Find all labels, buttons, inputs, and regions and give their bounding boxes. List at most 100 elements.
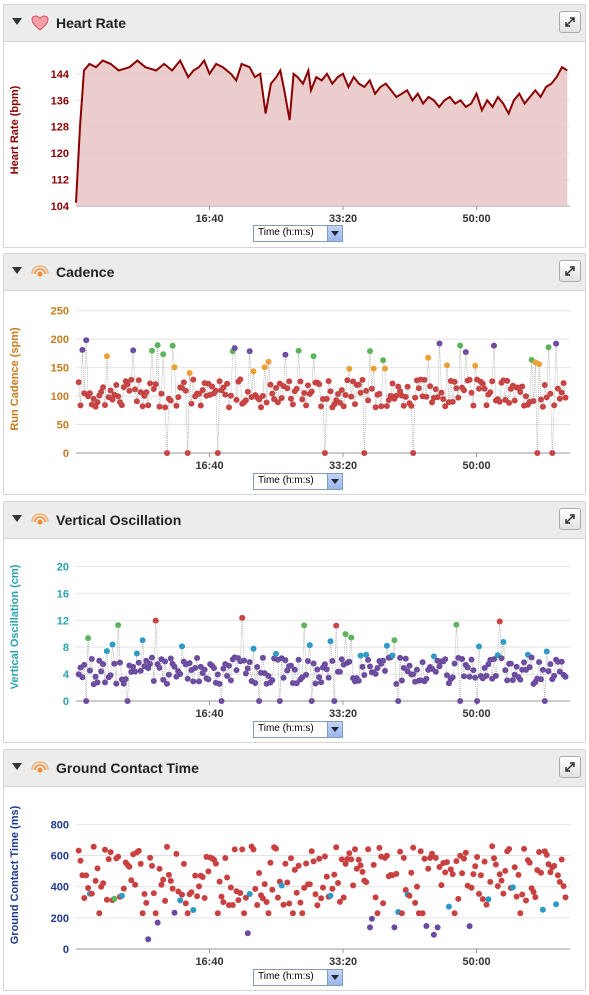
panel-title: Ground Contact Time	[56, 760, 199, 776]
data-point	[547, 869, 553, 875]
data-point	[185, 910, 191, 916]
x-axis-selector[interactable]: Time (h:m:s)	[253, 969, 343, 986]
data-point	[241, 910, 247, 916]
collapse-arrow-icon[interactable]	[12, 267, 22, 274]
connector	[116, 625, 118, 683]
data-point	[333, 844, 339, 850]
data-point	[399, 910, 405, 916]
data-point	[245, 930, 251, 936]
data-point	[401, 855, 407, 861]
data-point	[111, 896, 117, 902]
data-point	[502, 868, 508, 874]
y-tick-label: 112	[51, 175, 69, 187]
data-point	[536, 849, 542, 855]
y-tick-label: 600	[51, 851, 69, 863]
data-point	[299, 910, 305, 916]
data-point	[516, 872, 522, 878]
data-point	[346, 850, 352, 856]
data-point	[309, 848, 315, 854]
connector	[161, 354, 163, 393]
data-point	[155, 920, 161, 926]
connector	[332, 661, 334, 701]
data-point	[288, 855, 294, 861]
data-point	[416, 385, 422, 391]
x-tick-label: 50:00	[462, 460, 490, 472]
data-point	[232, 846, 238, 852]
data-point	[267, 860, 273, 866]
data-point	[557, 396, 563, 402]
connector	[475, 678, 477, 701]
data-point	[363, 652, 369, 658]
data-point	[484, 673, 490, 679]
expand-icon[interactable]	[559, 11, 581, 33]
run-sensor-icon	[31, 264, 49, 280]
data-point	[243, 397, 249, 403]
data-point	[294, 890, 300, 896]
data-point	[480, 896, 486, 902]
expand-icon[interactable]	[559, 756, 581, 778]
data-point	[132, 882, 138, 888]
collapse-arrow-icon[interactable]	[12, 515, 22, 522]
x-axis-selector[interactable]: Time (h:m:s)	[253, 473, 343, 490]
data-point	[422, 856, 428, 862]
expand-icon[interactable]	[559, 508, 581, 530]
data-point	[252, 886, 258, 892]
connector	[252, 649, 254, 681]
dropdown-arrow-icon	[327, 722, 342, 737]
data-point	[76, 848, 82, 854]
data-point	[286, 901, 292, 907]
y-tick-label: 0	[63, 944, 69, 956]
data-point	[363, 388, 369, 394]
collapse-arrow-icon[interactable]	[12, 18, 22, 25]
data-point	[369, 916, 375, 922]
connector	[319, 384, 321, 406]
x-tick-label: 33:20	[329, 213, 357, 225]
data-point	[100, 880, 106, 886]
data-point	[418, 848, 424, 854]
collapse-arrow-icon[interactable]	[12, 763, 22, 770]
data-point	[217, 879, 223, 885]
run-sensor-icon	[31, 512, 49, 528]
data-point	[288, 396, 294, 402]
data-point	[85, 885, 91, 891]
connector	[500, 621, 502, 658]
data-point	[493, 862, 499, 868]
data-point	[397, 849, 403, 855]
connector	[173, 346, 175, 368]
data-point	[102, 847, 108, 853]
data-point	[108, 849, 114, 855]
connector	[346, 634, 348, 663]
data-point	[96, 910, 102, 916]
data-point	[455, 896, 461, 902]
data-point	[527, 860, 533, 866]
expand-icon[interactable]	[559, 260, 581, 282]
data-point	[190, 907, 196, 913]
data-point	[290, 401, 296, 407]
data-point	[87, 668, 93, 674]
connector	[449, 381, 451, 402]
data-point	[423, 923, 429, 929]
connector	[466, 352, 468, 380]
x-tick-label: 33:20	[329, 460, 357, 472]
connector	[545, 651, 547, 701]
data-point	[91, 844, 97, 850]
data-point	[485, 896, 491, 902]
data-point	[482, 859, 488, 865]
data-point	[279, 883, 285, 889]
data-point	[363, 879, 369, 885]
x-tick-label: 16:40	[195, 460, 223, 472]
data-point	[98, 668, 104, 674]
data-point	[147, 855, 153, 861]
connector	[131, 350, 133, 379]
x-tick-label: 50:00	[462, 708, 490, 720]
x-axis-selector[interactable]: Time (h:m:s)	[253, 225, 343, 242]
data-point	[164, 844, 170, 850]
y-tick-label: 0	[63, 696, 69, 708]
data-point	[380, 658, 386, 664]
x-axis-selector[interactable]: Time (h:m:s)	[253, 721, 343, 738]
y-tick-label: 104	[51, 201, 70, 213]
data-point	[282, 861, 288, 867]
data-point	[487, 879, 493, 885]
